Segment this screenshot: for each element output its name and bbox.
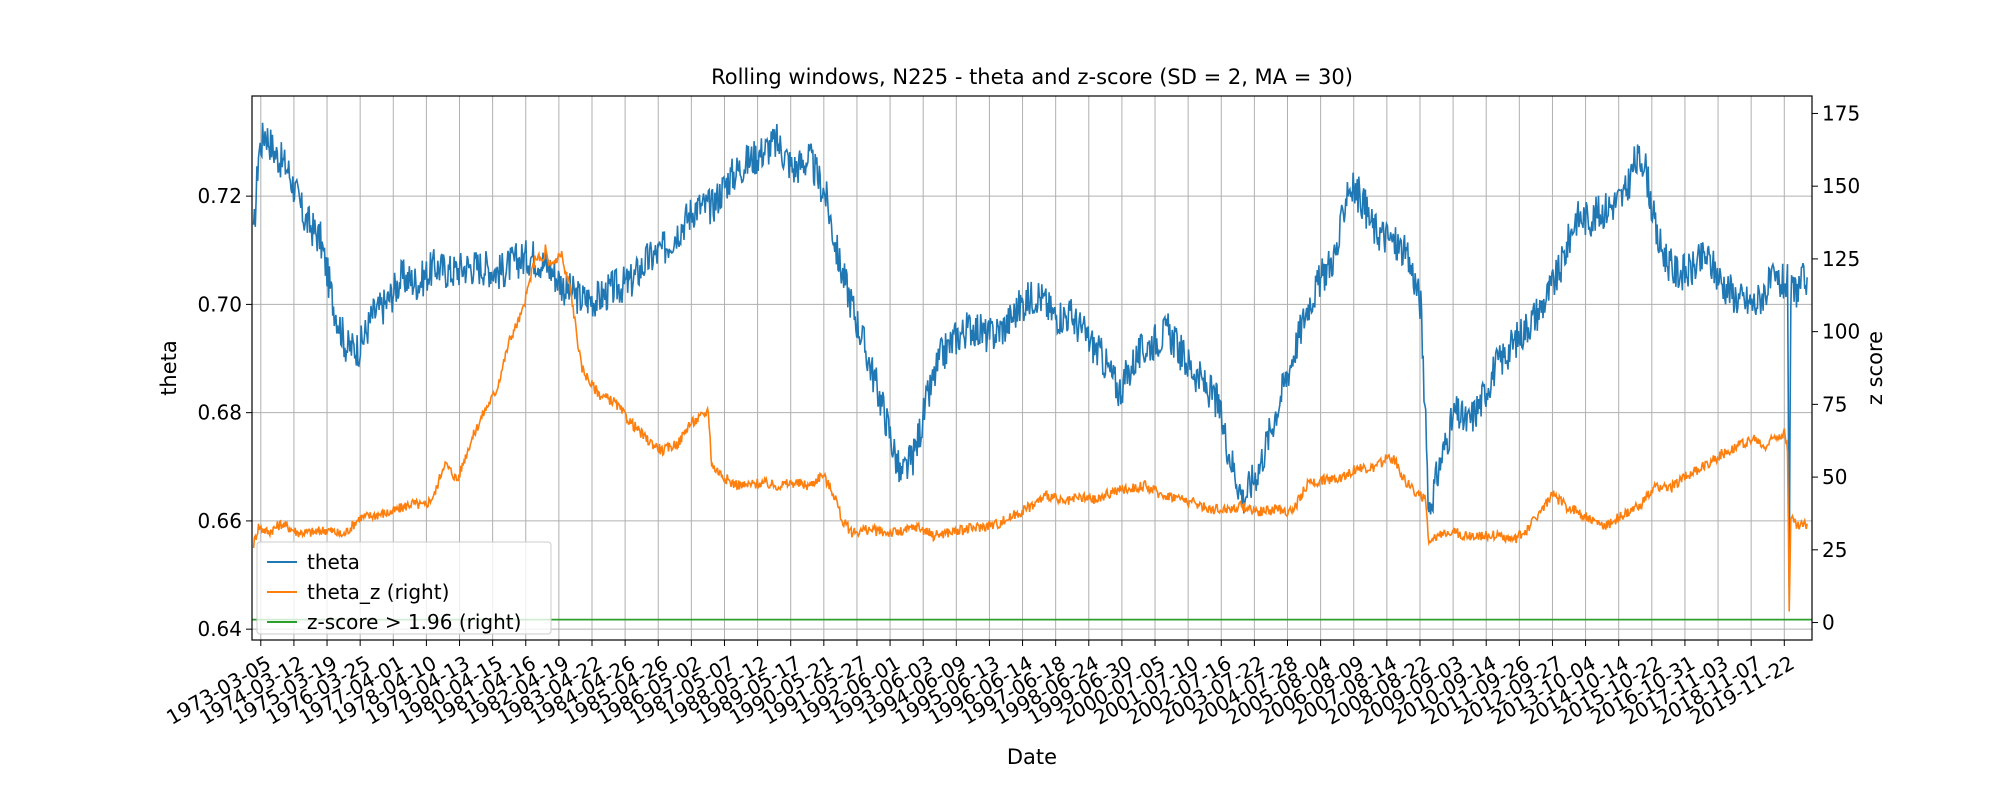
x-axis-label: Date bbox=[1007, 745, 1057, 769]
legend: theta theta_z (right) z-score > 1.96 (righ… bbox=[256, 541, 552, 635]
x-axis: 1973-03-051974-03-121975-03-191976-03-25… bbox=[162, 640, 1798, 730]
left-y-tick-label: 0.70 bbox=[197, 292, 242, 316]
legend-label: theta bbox=[307, 550, 360, 574]
right-y-tick-label: 100 bbox=[1822, 320, 1860, 344]
legend-label: z-score > 1.96 (right) bbox=[307, 610, 521, 634]
right-y-tick-label: 150 bbox=[1822, 174, 1860, 198]
left-y-axis: 0.64 0.66 0.68 0.70 0.72 bbox=[197, 184, 252, 641]
right-y-axis-label: z score bbox=[1863, 331, 1887, 405]
right-y-tick-label: 50 bbox=[1822, 465, 1847, 489]
left-y-axis-label: theta bbox=[157, 340, 181, 396]
right-y-tick-label: 125 bbox=[1822, 247, 1860, 271]
right-y-tick-label: 75 bbox=[1822, 392, 1847, 416]
series-line-1 bbox=[252, 244, 1808, 612]
left-y-tick-label: 0.68 bbox=[197, 401, 242, 425]
legend-label: theta_z (right) bbox=[307, 580, 449, 604]
legend-box bbox=[256, 541, 552, 635]
left-y-tick-label: 0.64 bbox=[197, 617, 242, 641]
right-y-tick-label: 0 bbox=[1822, 611, 1835, 635]
plot-frame bbox=[251, 95, 1813, 641]
right-y-axis: 0 25 50 75 100 125 150 175 bbox=[1812, 101, 1860, 635]
right-y-tick-label: 25 bbox=[1822, 538, 1847, 562]
grid bbox=[252, 96, 1812, 640]
left-y-tick-label: 0.66 bbox=[197, 509, 242, 533]
right-y-tick-label: 175 bbox=[1822, 101, 1860, 125]
series-line-0 bbox=[252, 122, 1808, 589]
chart-title: Rolling windows, N225 - theta and z-scor… bbox=[711, 65, 1353, 89]
left-y-tick-label: 0.72 bbox=[197, 184, 242, 208]
